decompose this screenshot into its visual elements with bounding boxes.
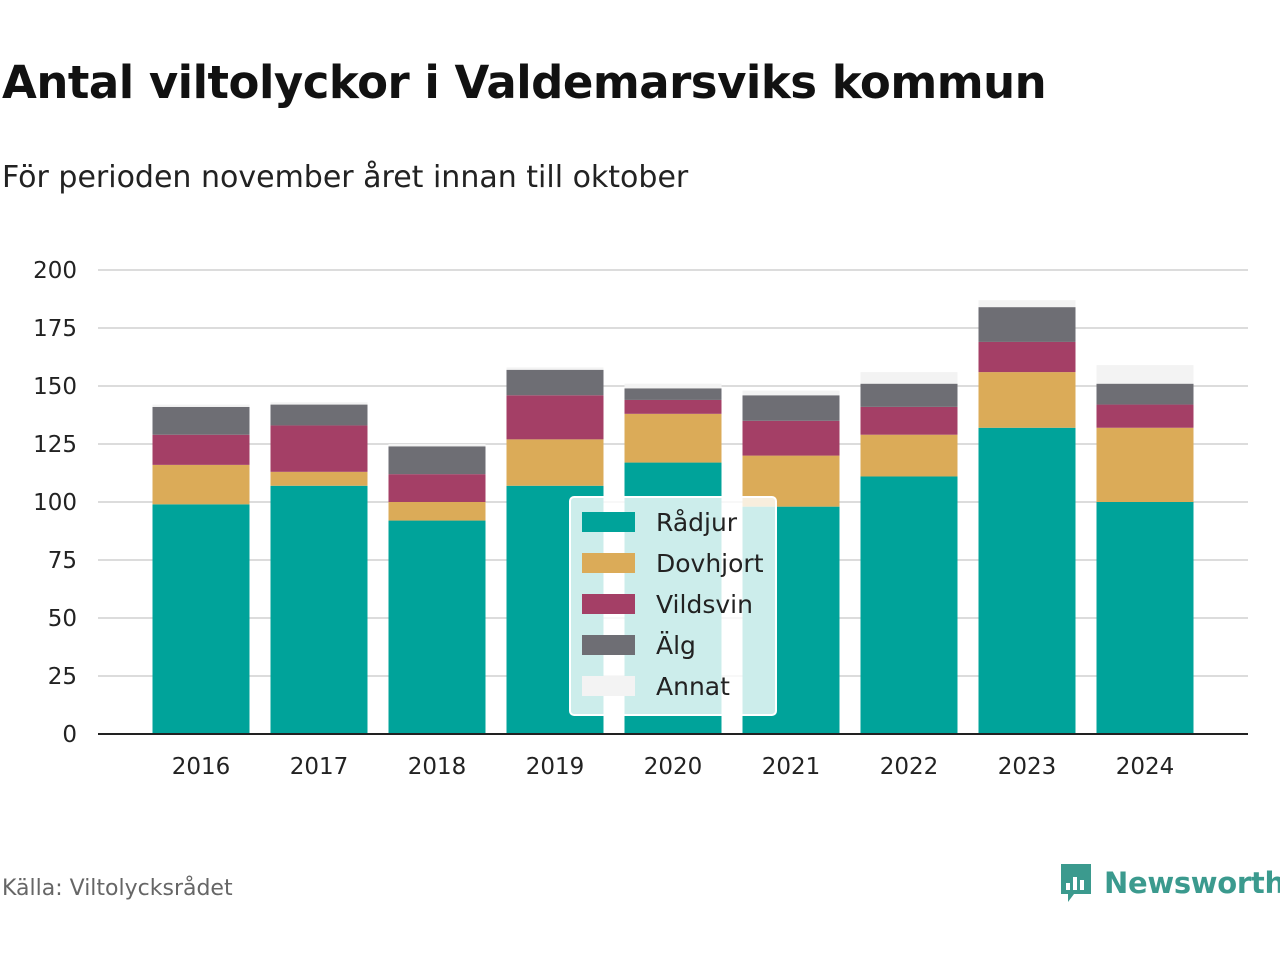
x-tick-label: 2017	[290, 754, 349, 780]
y-tick-label: 175	[33, 316, 77, 342]
bar-segment-2	[506, 395, 604, 440]
bar-segment-4	[978, 300, 1076, 308]
bar-segment-1	[978, 372, 1076, 428]
bar-segment-1	[270, 471, 368, 486]
bar-segment-1	[506, 439, 604, 486]
legend-label: Annat	[656, 672, 730, 701]
bar-segment-1	[624, 413, 722, 463]
bar-segment-2	[152, 434, 250, 465]
bar-segment-0	[978, 427, 1076, 734]
bar-segment-3	[742, 395, 840, 421]
bar-segment-1	[1096, 427, 1194, 502]
bar-segment-4	[270, 402, 368, 405]
source-note: Källa: Viltolycksrådet	[2, 876, 233, 901]
bar-segment-0	[152, 504, 250, 734]
bar-segment-3	[978, 307, 1076, 342]
y-tick-label: 125	[33, 432, 77, 458]
bar-segment-4	[1096, 365, 1194, 384]
x-tick-label: 2020	[644, 754, 703, 780]
legend-label: Dovhjort	[656, 549, 764, 578]
bar-segment-3	[388, 446, 486, 475]
bar-segment-4	[860, 372, 958, 384]
y-tick-label: 0	[62, 722, 77, 748]
y-tick-label: 25	[48, 664, 77, 690]
legend-label: Älg	[656, 631, 696, 660]
bar-segment-3	[270, 404, 368, 426]
bar-segment-2	[624, 399, 722, 414]
x-tick-label: 2021	[762, 754, 821, 780]
bar-segment-3	[1096, 383, 1194, 405]
bar-segment-2	[978, 341, 1076, 373]
bar-segment-2	[388, 474, 486, 502]
y-axis-labels: 0 25 50 75 100 125 150 175 200	[33, 258, 77, 748]
y-tick-label: 100	[33, 490, 77, 516]
bar-segment-4	[506, 367, 604, 370]
bar-segment-4	[152, 404, 250, 407]
bar-segment-2	[270, 425, 368, 472]
x-tick-label: 2024	[1116, 754, 1175, 780]
bar-segment-0	[270, 485, 368, 734]
y-tick-label: 200	[33, 258, 77, 284]
bar-segment-1	[860, 434, 958, 477]
bar-segment-4	[624, 383, 722, 389]
x-tick-label: 2018	[408, 754, 467, 780]
bar-segment-3	[624, 388, 722, 400]
bar-segment-1	[152, 464, 250, 505]
legend-swatch	[582, 512, 635, 532]
x-axis-labels: 2016 2017 2018 2019 2020 2021 2022 2023 2024	[172, 754, 1175, 780]
legend-swatch	[582, 594, 635, 614]
bars	[152, 300, 1194, 734]
x-tick-label: 2019	[526, 754, 585, 780]
y-tick-label: 150	[33, 374, 77, 400]
y-tick-label: 50	[48, 606, 77, 632]
bar-segment-3	[506, 369, 604, 396]
bar-segment-4	[742, 390, 840, 396]
bar-segment-2	[1096, 404, 1194, 428]
x-tick-label: 2023	[998, 754, 1057, 780]
bar-segment-2	[742, 420, 840, 456]
bar-segment-3	[860, 383, 958, 407]
chart-subtitle: För perioden november året innan till ok…	[2, 160, 689, 195]
x-tick-label: 2016	[172, 754, 231, 780]
bar-segment-4	[388, 444, 486, 447]
bar-segment-0	[1096, 502, 1194, 734]
y-tick-label: 75	[48, 548, 77, 574]
brand-logo[interactable]: Newsworthy	[1058, 862, 1280, 904]
bar-segment-3	[152, 406, 250, 435]
brand-name: Newsworthy	[1104, 866, 1280, 900]
bar-segment-0	[388, 520, 486, 734]
legend-background	[569, 496, 777, 716]
bar-segment-0	[860, 476, 958, 734]
legend-swatch	[582, 553, 635, 573]
x-tick-label: 2022	[880, 754, 939, 780]
legend-label: Rådjur	[656, 508, 738, 537]
chart-title: Antal viltolyckor i Valdemarsviks kommun	[2, 56, 1047, 109]
bar-segment-1	[388, 502, 486, 521]
bar-segment-2	[860, 406, 958, 435]
legend-swatch	[582, 635, 635, 655]
legend: Rådjur Dovhjort Vildsvin Älg Annat	[569, 496, 777, 716]
bar-chart-speech-bubble-icon	[1061, 864, 1091, 902]
legend-label: Vildsvin	[656, 590, 753, 619]
legend-swatch	[582, 676, 635, 696]
